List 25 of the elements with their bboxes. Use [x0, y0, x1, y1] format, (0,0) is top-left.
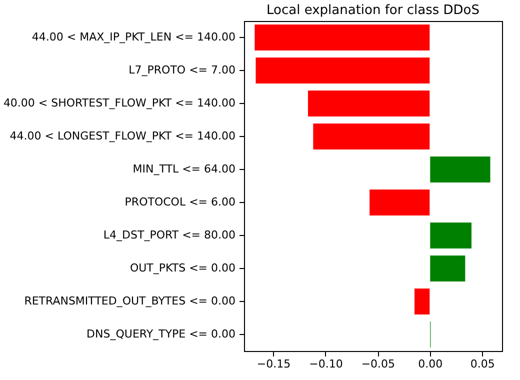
bar [430, 156, 491, 183]
bar [254, 24, 430, 51]
y-tick-label: MIN_TTL <= 64.00 [132, 162, 236, 176]
x-tick-label: 0.00 [418, 358, 443, 370]
y-tick-label: 44.00 < MAX_IP_PKT_LEN <= 140.00 [32, 30, 236, 44]
y-tick-label: 44.00 < LONGEST_FLOW_PKT <= 140.00 [10, 130, 236, 142]
y-tick-label: PROTOCOL <= 6.00 [124, 196, 236, 208]
bar [430, 255, 466, 282]
y-tick-label: DNS_QUERY_TYPE <= 0.00 [86, 328, 236, 340]
y-tick-label: RETRANSMITTED_OUT_BYTES <= 0.00 [24, 294, 236, 308]
bar [312, 123, 430, 150]
x-tick-label: −0.05 [361, 358, 396, 370]
x-tick-label: 0.05 [470, 358, 495, 370]
bar [414, 288, 430, 315]
y-tick-label: 40.00 < SHORTEST_FLOW_PKT <= 140.00 [3, 96, 236, 110]
x-tick-label: −0.10 [309, 358, 343, 370]
bar [307, 90, 430, 117]
x-tick-label: −0.15 [256, 358, 291, 370]
y-tick-label: L7_PROTO <= 7.00 [128, 64, 236, 76]
bar [369, 189, 430, 216]
chart-title: Local explanation for class DDoS [266, 3, 480, 18]
bar [430, 222, 472, 249]
bar [255, 57, 430, 84]
y-tick-label: L4_DST_PORT <= 80.00 [103, 228, 236, 242]
y-tick-label: OUT_PKTS <= 0.00 [130, 262, 236, 274]
